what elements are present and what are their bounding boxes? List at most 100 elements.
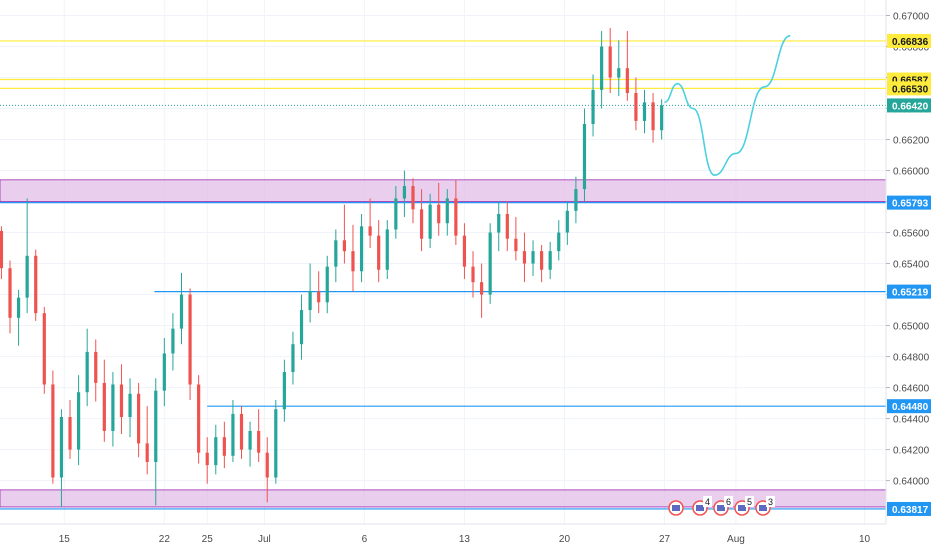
candle-body: [222, 437, 226, 456]
resistance-price-tag: [887, 81, 931, 96]
candle-body: [548, 251, 552, 270]
candle-body: [582, 124, 587, 190]
support-price-tag: [887, 284, 931, 299]
candle-body: [557, 232, 561, 252]
candle-body: [617, 68, 621, 78]
x-axis[interactable]: 15 22 25 Jul 6 13 20 27 Aug 10: [0, 523, 886, 545]
candle-body: [505, 213, 509, 239]
candle-body: [445, 198, 449, 224]
candle-body: [574, 189, 578, 211]
candle-body: [274, 409, 278, 478]
y-tick-label: 0.66000: [893, 167, 930, 178]
y-tick-label: 0.65000: [893, 322, 930, 333]
candle-body: [42, 313, 46, 385]
candle-body: [145, 443, 149, 462]
event-count-badge: [745, 496, 754, 507]
event-count-badge: [724, 496, 733, 507]
candle-body: [171, 328, 175, 354]
event-flag-icon-fill: [738, 505, 746, 511]
candles: [0, 27, 664, 507]
y-tick-label: 0.66200: [893, 136, 930, 147]
candle-body: [437, 204, 441, 224]
level-lines[interactable]: [0, 40, 886, 510]
event-count-badge: [766, 496, 775, 507]
x-tick-label: 13: [459, 534, 471, 545]
candle-body: [111, 384, 115, 431]
candle-body: [257, 430, 261, 453]
y-tick-label: 0.65600: [893, 229, 930, 240]
event-flag-icon-fill: [717, 505, 725, 511]
candle-body: [205, 452, 209, 466]
candle-body: [565, 210, 569, 233]
candle-body: [394, 198, 398, 230]
candle-body: [0, 230, 4, 269]
candle-body: [531, 251, 535, 264]
candle-body: [154, 390, 158, 462]
candle-body: [368, 226, 372, 236]
candle-body: [34, 255, 38, 314]
candle-body: [411, 186, 415, 210]
y-tick-label: 0.64600: [893, 384, 930, 395]
candle-body: [385, 229, 389, 270]
y-tick-label: 0.66800: [893, 43, 930, 54]
candle-body: [231, 413, 235, 456]
x-tick-label: 25: [202, 534, 214, 545]
candle-body: [608, 46, 612, 78]
y-tick-label: 0.64400: [893, 415, 930, 426]
candle-body: [308, 291, 312, 311]
candle-body: [634, 93, 638, 121]
candle-body: [428, 204, 432, 239]
candle-body: [419, 209, 424, 239]
x-tick-label: Jul: [258, 534, 271, 545]
y-tick-label: 0.64200: [893, 446, 930, 457]
candle-body: [282, 372, 286, 410]
support-price-label: 0.64480: [892, 402, 929, 413]
candle-body: [325, 266, 329, 303]
x-tick-label: 20: [559, 534, 571, 545]
candle-body: [137, 393, 141, 444]
candle-body: [102, 382, 106, 431]
support-price-label: 0.63817: [892, 505, 929, 516]
candle-body: [94, 351, 98, 383]
candle-body: [488, 232, 492, 295]
candle-body: [660, 105, 664, 131]
candle-body: [76, 392, 81, 450]
candle-body: [51, 384, 55, 478]
x-tick-label: 6: [362, 534, 368, 545]
candle-body: [359, 226, 364, 272]
candle-body: [25, 255, 29, 298]
y-tick-label: 0.64000: [893, 477, 930, 488]
candle-body: [479, 282, 484, 295]
current-price-tag: [887, 98, 931, 113]
candle-body: [128, 393, 132, 418]
grid: [0, 0, 886, 524]
resistance-price-label: 0.66530: [892, 84, 929, 95]
candle-body: [8, 268, 12, 318]
candle-body: [600, 46, 604, 90]
x-tick-label: 10: [859, 534, 871, 545]
candle-body: [59, 417, 64, 478]
y-tick-label: 0.64800: [893, 353, 930, 364]
candle-body: [540, 251, 544, 270]
event-count-badge: [703, 496, 712, 507]
event-flag-icon-fill: [672, 505, 680, 511]
x-tick-label: 15: [59, 534, 71, 545]
candle-body: [179, 294, 184, 329]
candle-body: [188, 294, 192, 385]
candle-body: [514, 238, 518, 252]
candle-body: [334, 240, 338, 267]
candle-body: [119, 384, 124, 418]
candle-body: [642, 102, 647, 121]
projection-curve: [664, 34, 791, 176]
candle-body: [591, 89, 595, 125]
event-markers[interactable]: 4 6 5 3: [668, 496, 775, 516]
x-tick-label: 22: [159, 534, 171, 545]
support-price-label: 0.65219: [892, 288, 929, 299]
x-tick-label: 27: [659, 534, 671, 545]
candle-body: [462, 235, 467, 267]
event-flag-icon-fill: [759, 505, 767, 511]
current-price-label: 0.66420: [892, 101, 929, 112]
candle-body: [497, 213, 501, 233]
